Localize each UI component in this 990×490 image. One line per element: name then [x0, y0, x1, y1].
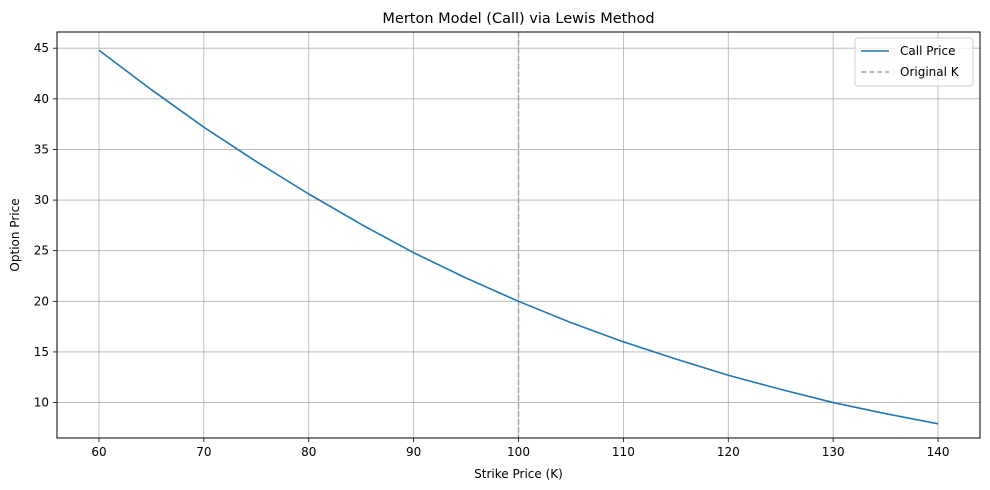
x-tick-label: 130 [822, 445, 845, 459]
chart-title: Merton Model (Call) via Lewis Method [382, 11, 654, 27]
x-axis-ticks: 60 70 80 90 100 110 120 130 140 [91, 438, 949, 459]
x-axis-label: Strike Price (K) [474, 467, 563, 481]
y-tick-label: 35 [34, 142, 49, 156]
y-tick-label: 30 [34, 193, 49, 207]
series-line-call-price [98, 49, 939, 425]
legend: Call Price Original K [854, 37, 974, 87]
y-tick-label: 25 [34, 244, 49, 258]
y-tick-label: 15 [34, 345, 49, 359]
x-tick-label: 120 [717, 445, 740, 459]
legend-label-call-price: Call Price [900, 44, 956, 58]
y-tick-label: 45 [34, 41, 49, 55]
legend-label-original-k: Original K [900, 65, 960, 79]
x-tick-label: 80 [301, 445, 316, 459]
y-tick-label: 10 [34, 396, 49, 410]
series [98, 49, 939, 425]
x-tick-label: 70 [196, 445, 211, 459]
x-tick-label: 140 [927, 445, 950, 459]
x-tick-label: 110 [612, 445, 635, 459]
y-axis-ticks: 10 15 20 25 30 35 40 45 [34, 41, 57, 410]
x-tick-label: 60 [91, 445, 106, 459]
y-axis-label: Option Price [8, 198, 22, 271]
y-tick-label: 40 [34, 92, 49, 106]
x-tick-label: 100 [507, 445, 530, 459]
legend-box [854, 37, 974, 87]
x-tick-label: 90 [406, 445, 421, 459]
y-tick-label: 20 [34, 294, 49, 308]
